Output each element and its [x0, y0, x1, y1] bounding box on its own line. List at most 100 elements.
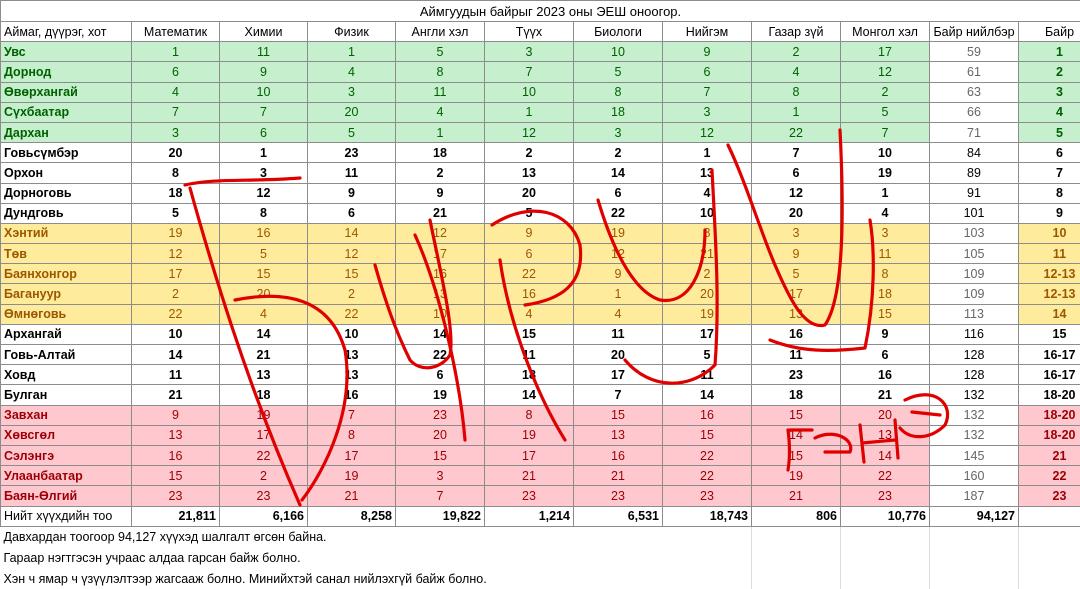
cell-region[interactable]: Өвөрхангай — [1, 82, 132, 102]
cell-math[interactable]: 13 — [132, 425, 220, 445]
cell-english[interactable]: 10 — [396, 304, 485, 324]
cell-region[interactable]: Улаанбаатар — [1, 466, 132, 486]
cell-english[interactable]: 20 — [396, 425, 485, 445]
cell-social[interactable]: 8 — [663, 223, 752, 243]
cell-sum[interactable]: 63 — [930, 82, 1019, 102]
cell-social[interactable]: 22 — [663, 445, 752, 465]
cell-biology[interactable]: 23 — [574, 486, 663, 506]
cell-mongolian[interactable]: 6 — [841, 345, 930, 365]
cell-social[interactable]: 10 — [663, 203, 752, 223]
cell-chemistry[interactable]: 1 — [220, 143, 308, 163]
cell-physics[interactable]: 8 — [308, 425, 396, 445]
cell-chemistry[interactable]: 12 — [220, 183, 308, 203]
cell-physics[interactable]: 17 — [308, 445, 396, 465]
cell-english[interactable]: 8 — [396, 62, 485, 82]
cell-geography[interactable]: 14 — [752, 425, 841, 445]
cell-rank[interactable]: 11 — [1019, 244, 1080, 264]
cell-sum[interactable]: 132 — [930, 385, 1019, 405]
cell-math[interactable]: 9 — [132, 405, 220, 425]
cell-history[interactable]: 5 — [485, 203, 574, 223]
cell-geography[interactable]: 22 — [752, 122, 841, 142]
cell-math[interactable]: 12 — [132, 244, 220, 264]
cell-rank[interactable]: 10 — [1019, 223, 1080, 243]
cell-rank[interactable]: 4 — [1019, 102, 1080, 122]
cell-math[interactable]: 8 — [132, 163, 220, 183]
cell-region[interactable]: Булган — [1, 385, 132, 405]
cell-geography[interactable]: 15 — [752, 405, 841, 425]
cell-math[interactable]: 23 — [132, 486, 220, 506]
cell-geography[interactable]: 2 — [752, 42, 841, 62]
total-sum[interactable]: 94,127 — [930, 506, 1019, 526]
cell-math[interactable]: 22 — [132, 304, 220, 324]
cell-region[interactable]: Ховд — [1, 365, 132, 385]
cell-history[interactable]: 20 — [485, 183, 574, 203]
cell-biology[interactable]: 13 — [574, 425, 663, 445]
cell-history[interactable]: 7 — [485, 62, 574, 82]
cell-geography[interactable]: 4 — [752, 62, 841, 82]
cell-social[interactable]: 3 — [663, 102, 752, 122]
header-social[interactable]: Нийгэм — [663, 22, 752, 42]
cell-physics[interactable]: 14 — [308, 223, 396, 243]
empty-cell[interactable] — [752, 526, 841, 547]
header-english[interactable]: Англи хэл — [396, 22, 485, 42]
header-geography[interactable]: Газар зүй — [752, 22, 841, 42]
cell-sum[interactable]: 66 — [930, 102, 1019, 122]
cell-social[interactable]: 23 — [663, 486, 752, 506]
cell-biology[interactable]: 5 — [574, 62, 663, 82]
empty-cell[interactable] — [841, 568, 930, 589]
cell-math[interactable]: 11 — [132, 365, 220, 385]
cell-sum[interactable]: 105 — [930, 244, 1019, 264]
cell-region[interactable]: Орхон — [1, 163, 132, 183]
cell-biology[interactable]: 11 — [574, 324, 663, 344]
cell-history[interactable]: 13 — [485, 163, 574, 183]
cell-rank[interactable]: 16-17 — [1019, 365, 1080, 385]
cell-physics[interactable]: 4 — [308, 62, 396, 82]
cell-chemistry[interactable]: 23 — [220, 486, 308, 506]
cell-rank[interactable]: 1 — [1019, 42, 1080, 62]
cell-social[interactable]: 2 — [663, 264, 752, 284]
cell-geography[interactable]: 17 — [752, 284, 841, 304]
cell-rank[interactable]: 2 — [1019, 62, 1080, 82]
cell-mongolian[interactable]: 13 — [841, 425, 930, 445]
cell-region[interactable]: Говьсүмбэр — [1, 143, 132, 163]
cell-history[interactable]: 17 — [485, 445, 574, 465]
cell-history[interactable]: 21 — [485, 466, 574, 486]
cell-math[interactable]: 20 — [132, 143, 220, 163]
cell-sum[interactable]: 132 — [930, 425, 1019, 445]
cell-biology[interactable]: 12 — [574, 244, 663, 264]
cell-english[interactable]: 4 — [396, 102, 485, 122]
cell-geography[interactable]: 3 — [752, 223, 841, 243]
cell-physics[interactable]: 20 — [308, 102, 396, 122]
cell-english[interactable]: 12 — [396, 223, 485, 243]
cell-physics[interactable]: 1 — [308, 42, 396, 62]
note-text[interactable]: Гараар нэгтгэсэн учраас алдаа гарсан бай… — [1, 547, 752, 568]
cell-geography[interactable]: 8 — [752, 82, 841, 102]
cell-biology[interactable]: 19 — [574, 223, 663, 243]
empty-cell[interactable] — [841, 547, 930, 568]
cell-english[interactable]: 13 — [396, 284, 485, 304]
cell-chemistry[interactable]: 8 — [220, 203, 308, 223]
cell-rank[interactable]: 21 — [1019, 445, 1080, 465]
cell-social[interactable]: 4 — [663, 183, 752, 203]
cell-chemistry[interactable]: 11 — [220, 42, 308, 62]
cell-physics[interactable]: 16 — [308, 385, 396, 405]
cell-biology[interactable]: 14 — [574, 163, 663, 183]
total-geography[interactable]: 806 — [752, 506, 841, 526]
cell-physics[interactable]: 11 — [308, 163, 396, 183]
cell-rank[interactable]: 3 — [1019, 82, 1080, 102]
cell-english[interactable]: 3 — [396, 466, 485, 486]
cell-geography[interactable]: 20 — [752, 203, 841, 223]
cell-english[interactable]: 11 — [396, 82, 485, 102]
cell-history[interactable]: 8 — [485, 405, 574, 425]
cell-math[interactable]: 6 — [132, 62, 220, 82]
cell-geography[interactable]: 15 — [752, 445, 841, 465]
cell-physics[interactable]: 5 — [308, 122, 396, 142]
cell-english[interactable]: 15 — [396, 445, 485, 465]
cell-region[interactable]: Сэлэнгэ — [1, 445, 132, 465]
total-mongolian[interactable]: 10,776 — [841, 506, 930, 526]
cell-physics[interactable]: 22 — [308, 304, 396, 324]
cell-geography[interactable]: 18 — [752, 385, 841, 405]
cell-math[interactable]: 21 — [132, 385, 220, 405]
empty-cell[interactable] — [930, 568, 1019, 589]
cell-region[interactable]: Дундговь — [1, 203, 132, 223]
